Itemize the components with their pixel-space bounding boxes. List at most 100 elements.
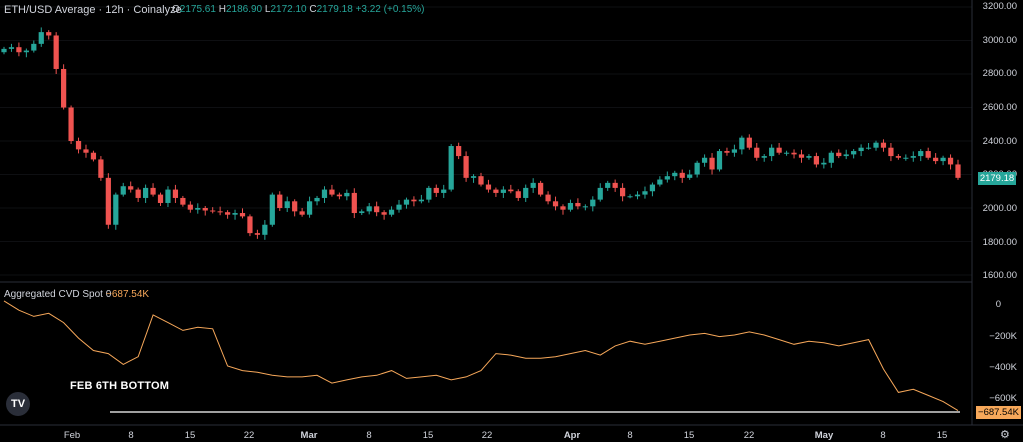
candle-body	[552, 201, 559, 207]
candle-body	[500, 189, 506, 193]
candle-body	[150, 187, 156, 195]
time-tick-label: 8	[366, 430, 372, 441]
candle-body	[180, 197, 186, 205]
candle-body	[672, 172, 678, 177]
candle-body	[836, 152, 842, 157]
candle-body	[344, 192, 350, 197]
candle-body	[254, 233, 261, 235]
candle-body	[224, 212, 231, 215]
candle-body	[746, 137, 752, 148]
candle-body	[664, 176, 670, 180]
time-tick-label: Apr	[563, 430, 581, 441]
time-tick-label: 22	[243, 430, 255, 441]
time-tick-label: 8	[128, 430, 134, 441]
candle-body	[858, 147, 864, 152]
time-tick-label: Mar	[300, 430, 318, 441]
candle-body	[38, 32, 44, 44]
close-value: 2179.18	[316, 4, 353, 15]
candle-body	[918, 151, 924, 157]
price-tick-label: 2600.00	[982, 102, 1017, 113]
candle-body	[23, 50, 29, 53]
candle-body	[31, 43, 37, 51]
low-label: L	[264, 4, 271, 15]
candle-body	[903, 157, 909, 159]
candle-body	[851, 151, 857, 155]
high-value: 2186.90	[225, 4, 263, 15]
candle-body	[187, 204, 193, 210]
cvd-series	[3, 300, 959, 412]
candle-body	[701, 157, 708, 163]
candle-body	[940, 157, 946, 162]
candle-body	[627, 196, 633, 198]
candle-body	[612, 182, 618, 188]
candle-body	[329, 189, 335, 195]
price-tick-label: 2000.00	[982, 203, 1017, 214]
candle-body	[821, 162, 827, 165]
time-tick-label: 8	[627, 430, 633, 441]
symbol-title[interactable]: ETH/USD Average · 12h · Coinalyze	[4, 4, 182, 16]
candle-body	[538, 182, 544, 195]
time-tick-label: 8	[880, 430, 886, 441]
candle-body	[761, 156, 767, 158]
candle-body	[277, 194, 283, 208]
indicator-label[interactable]: Aggregated CVD Spot 0	[4, 289, 112, 300]
price-tick-label: 1800.00	[982, 237, 1017, 248]
candle-body	[634, 194, 641, 197]
candle-body	[374, 206, 380, 213]
candle-body	[202, 208, 208, 211]
candle-body	[649, 184, 656, 192]
candle-body	[98, 159, 104, 178]
candle-body	[620, 187, 626, 197]
candle-body	[16, 47, 22, 53]
candle-body	[642, 191, 648, 195]
feb-6th-bottom-annotation: FEB 6TH BOTTOM	[70, 380, 170, 392]
high-label: H	[218, 4, 226, 15]
price-tick-label: 3200.00	[982, 1, 1017, 12]
candle-body	[731, 149, 738, 153]
last-cvd-badge: −687.54K	[976, 406, 1021, 419]
time-tick-label: Feb	[63, 430, 81, 441]
candle-body	[485, 184, 492, 190]
candle-body	[769, 147, 775, 157]
candle-body	[895, 156, 901, 158]
candle-body	[8, 47, 15, 49]
candle-body	[478, 176, 484, 185]
candle-body	[195, 208, 201, 210]
tradingview-logo-icon[interactable]: TV	[6, 392, 30, 416]
time-tick-label: May	[814, 430, 834, 441]
candle-body	[418, 199, 424, 202]
candle-body	[813, 156, 819, 165]
candle-body	[605, 182, 611, 188]
candle-body	[306, 201, 313, 215]
candle-body	[441, 189, 447, 193]
candle-body	[68, 107, 74, 141]
gear-icon[interactable]: ⚙	[1000, 429, 1010, 441]
candle-body	[597, 187, 603, 200]
candle-body	[925, 151, 931, 158]
candle-body	[679, 172, 685, 178]
candle-body	[105, 177, 111, 225]
candle-body	[321, 189, 328, 198]
candle-body	[724, 151, 730, 153]
candle-body	[411, 199, 417, 202]
candle-body	[739, 137, 745, 150]
cvd-tick-label: −200K	[989, 331, 1017, 342]
candle-body	[247, 216, 253, 234]
candle-body	[783, 152, 790, 154]
change-value: +3.22 (+0.15%)	[355, 4, 425, 15]
candle-body	[515, 191, 521, 198]
price-grid	[0, 6, 972, 276]
candle-body	[888, 147, 894, 157]
cvd-tick-label: −600K	[989, 393, 1017, 404]
open-value: 2175.61	[179, 4, 216, 15]
candle-body	[530, 182, 536, 188]
price-tick-label: 2400.00	[982, 136, 1017, 147]
candle-body	[880, 142, 887, 148]
candle-body	[582, 206, 588, 208]
time-tick-label: 22	[481, 430, 493, 441]
candle-body	[165, 189, 171, 203]
time-tick-label: 22	[743, 430, 755, 441]
candle-body	[292, 201, 298, 212]
candle-body	[910, 156, 916, 158]
